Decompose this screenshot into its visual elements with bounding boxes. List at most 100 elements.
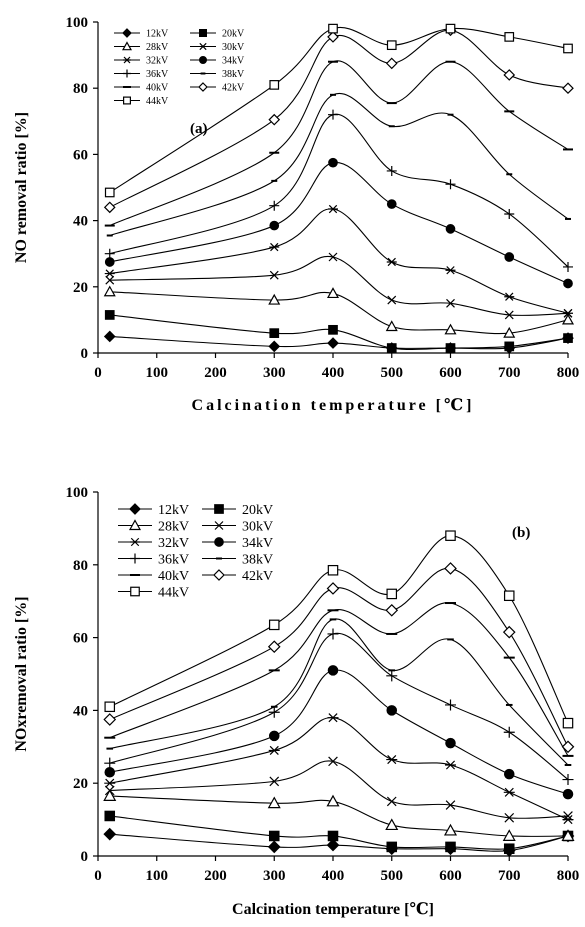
data-point: [386, 165, 397, 176]
series-34kV: [104, 157, 573, 289]
data-point: [503, 69, 516, 81]
data-point: [103, 827, 117, 841]
y-tick-label: 0: [81, 346, 89, 362]
legend-item-28kV: 28kV: [118, 519, 189, 535]
data-point: [103, 713, 117, 726]
legend-item-42kV: 42kV: [202, 569, 273, 584]
legend-item-32kV: 32kV: [118, 536, 189, 551]
data-point: [267, 840, 281, 854]
series-44kV: [104, 23, 573, 198]
legend-item-44kV: 44kV: [118, 586, 189, 601]
data-point: [269, 328, 280, 338]
data-point: [445, 760, 456, 770]
data-point: [327, 31, 339, 43]
data-point: [327, 665, 339, 676]
panel-label: (a): [190, 121, 208, 137]
legend-label: 44kV: [158, 586, 189, 601]
data-point: [386, 199, 397, 209]
x-tick-label: 500: [381, 868, 404, 884]
data-point: [503, 590, 515, 602]
data-point: [103, 330, 116, 343]
y-tick-label: 60: [73, 631, 88, 647]
data-point: [503, 787, 515, 797]
data-point: [504, 341, 515, 352]
data-point: [386, 343, 397, 353]
x-axis-title: Calcination temperature [℃]: [192, 397, 475, 414]
y-tick-label: 60: [73, 147, 88, 163]
legend-label: 30kV: [222, 42, 245, 53]
data-point: [327, 337, 339, 349]
data-point: [444, 562, 457, 575]
data-point: [446, 298, 455, 308]
legend-marker: [130, 553, 140, 564]
data-point: [504, 32, 515, 42]
series-line: [109, 815, 569, 850]
data-point: [327, 713, 339, 723]
legend-label: 38kV: [242, 553, 273, 568]
y-tick-label: 20: [73, 776, 88, 792]
legend-marker: [123, 69, 131, 78]
data-point: [445, 179, 456, 190]
legend-item-36kV: 36kV: [118, 553, 189, 568]
data-point: [385, 603, 399, 617]
data-point: [386, 705, 398, 716]
data-point: [443, 823, 458, 836]
legend-item-30kV: 30kV: [190, 42, 245, 53]
legend-marker: [213, 569, 225, 581]
data-point: [327, 564, 339, 576]
series-line: [109, 618, 569, 766]
data-point: [268, 730, 280, 742]
legend-label: 28kV: [158, 520, 189, 535]
x-tick-label: 800: [557, 868, 580, 884]
series-36kV: [104, 109, 573, 272]
series-30kV: [105, 252, 573, 320]
legend-marker: [122, 28, 132, 38]
y-tick-label: 80: [73, 81, 88, 97]
data-point: [328, 252, 338, 262]
x-tick-label: 500: [381, 365, 404, 381]
chart-panel-b: 0 100 200 300 400 500 600 700 800 0 20 40 60 80 100 Cal…: [13, 485, 579, 918]
data-point: [326, 838, 340, 852]
x-tick-label: 600: [439, 365, 462, 381]
legend-item-12kV: 12kV: [114, 28, 169, 40]
x-tick-label: 100: [146, 868, 169, 884]
legend-label: 32kV: [146, 56, 169, 67]
data-point: [561, 740, 575, 754]
data-point: [445, 737, 456, 749]
data-point: [561, 313, 575, 325]
legend-label: 32kV: [158, 536, 189, 551]
series-line: [109, 291, 569, 335]
legend-label: 28kV: [146, 42, 169, 53]
data-point: [104, 269, 115, 278]
x-tick-label: 400: [322, 868, 345, 884]
series-28kV: [103, 789, 575, 841]
data-point: [268, 619, 280, 631]
chart-panel-a: 0 100 200 300 400 500 600 700 800 0 20 40 60 80 100 Cal…: [13, 15, 579, 414]
data-point: [563, 261, 573, 272]
series-line: [109, 60, 569, 227]
data-point: [563, 811, 573, 821]
x-tick-label: 700: [498, 365, 521, 381]
x-tick-label: 300: [263, 365, 286, 381]
legend-label: 38kV: [222, 69, 245, 80]
legend-marker: [122, 96, 131, 105]
data-point: [385, 818, 399, 831]
data-point: [385, 57, 398, 70]
legend-marker: [199, 42, 207, 51]
data-point: [326, 794, 340, 807]
series-20kV: [104, 310, 573, 353]
legend: 12kV 20kV 28kV 30kV 32kV 34kV 36kV 38kV 40kV 42kV…: [118, 503, 273, 601]
data-point: [386, 796, 397, 807]
data-point: [328, 204, 338, 214]
data-point: [445, 343, 456, 353]
data-point: [445, 800, 456, 810]
data-point: [444, 323, 457, 335]
series-20kV: [104, 810, 574, 854]
data-point: [326, 582, 340, 595]
legend-marker: [198, 82, 208, 92]
y-tick-label: 0: [81, 849, 89, 865]
data-point: [328, 324, 338, 335]
data-point: [269, 80, 280, 90]
data-point: [267, 640, 281, 654]
x-tick-label: 0: [94, 365, 102, 381]
